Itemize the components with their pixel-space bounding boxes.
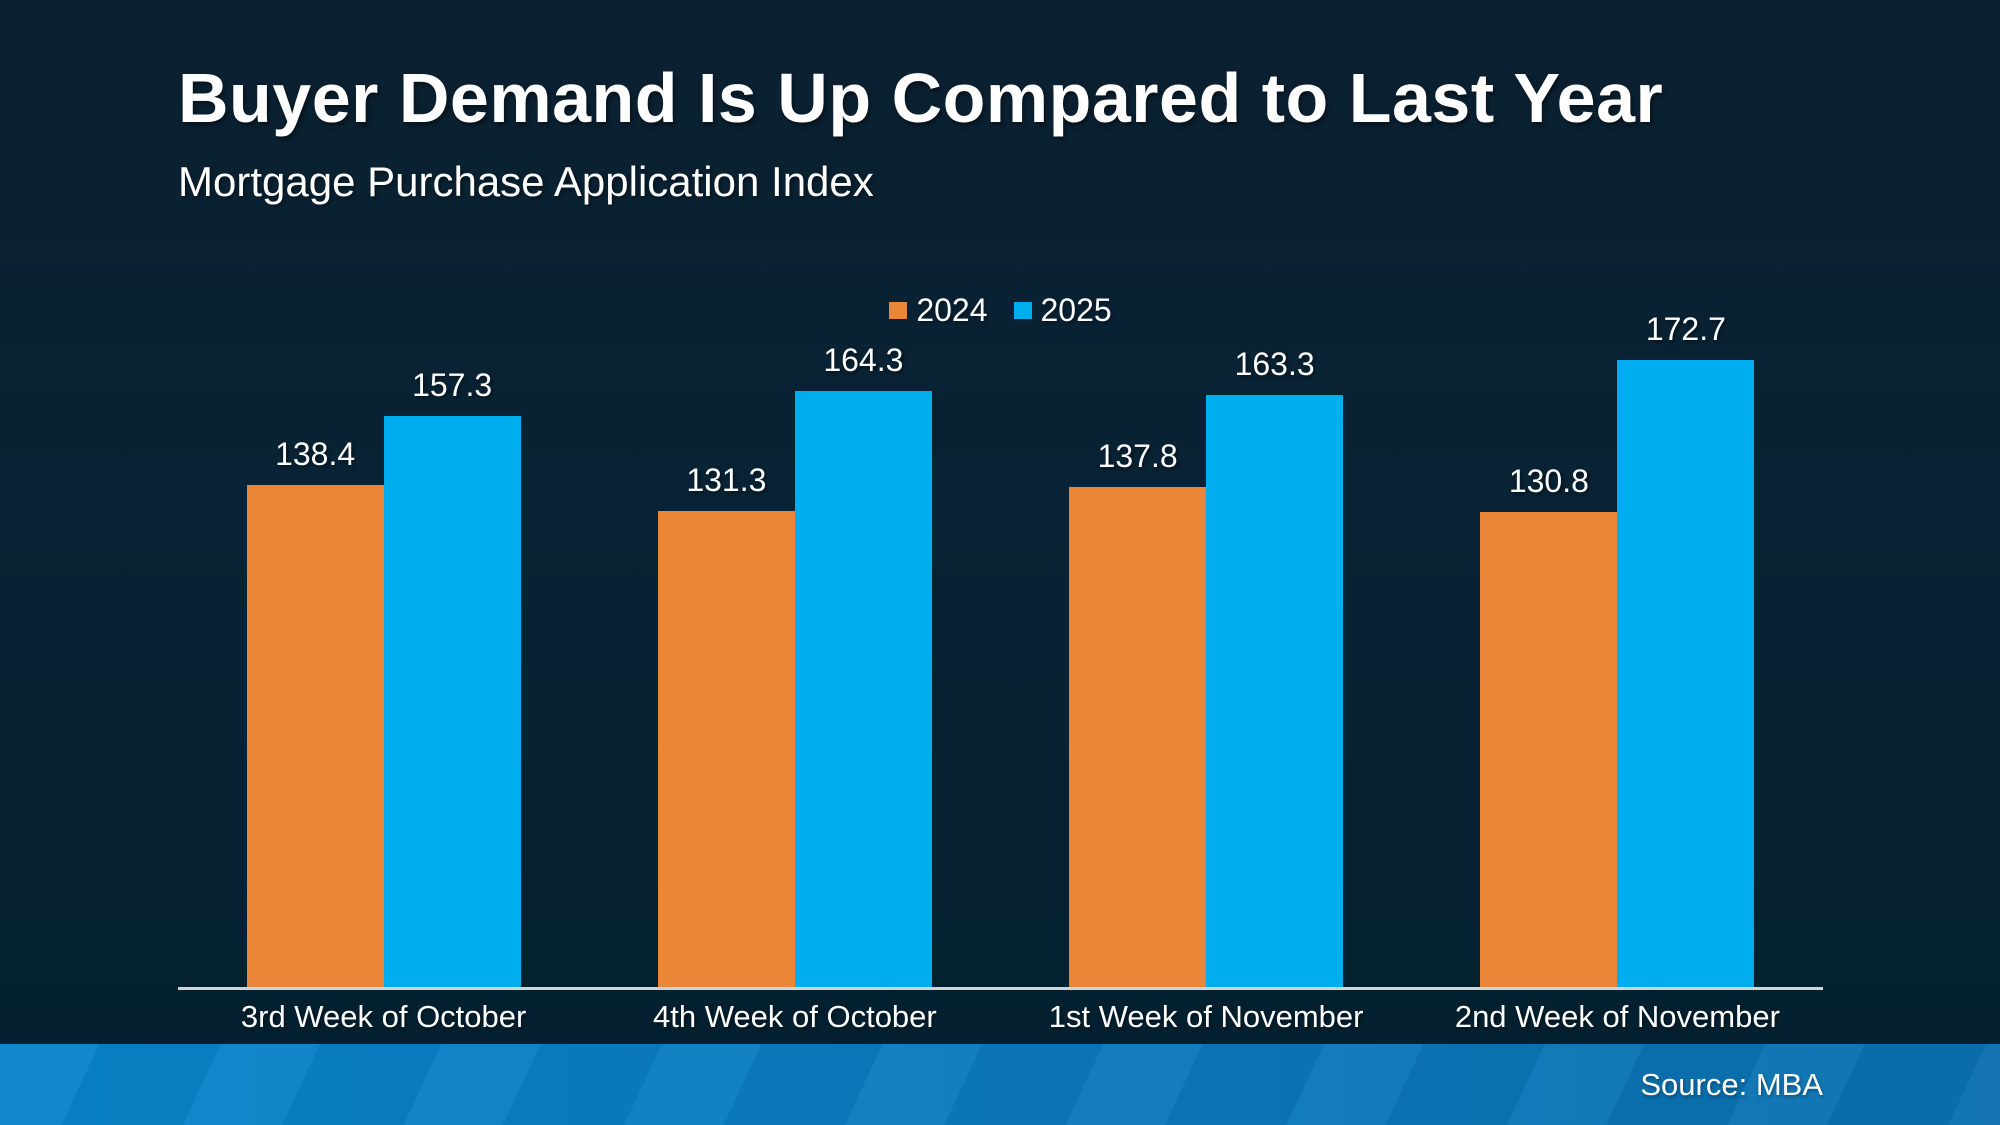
bar-column: 130.8 bbox=[1480, 334, 1618, 987]
bar-value-label: 137.8 bbox=[1097, 438, 1178, 474]
bar-2024 bbox=[246, 485, 384, 987]
plot-area: 138.4 157.3 131.3 164.3 137.8 163.3 130.8 172.7 bbox=[178, 311, 1823, 987]
legend-item-2025: 2025 bbox=[1013, 292, 1112, 329]
bar-column: 172.7 bbox=[1617, 311, 1755, 987]
legend-label: 2024 bbox=[916, 292, 988, 328]
bar-2025 bbox=[383, 416, 521, 987]
legend-swatch-2025 bbox=[1013, 302, 1032, 319]
x-axis-label: 3rd Week of October bbox=[240, 999, 527, 1034]
bar-column: 157.3 bbox=[383, 334, 521, 987]
x-axis-label: 1st Week of November bbox=[1048, 999, 1364, 1034]
bar-value-label: 130.8 bbox=[1508, 463, 1589, 499]
bar-2024 bbox=[1069, 487, 1207, 987]
bar-2025 bbox=[794, 391, 932, 987]
page-title: Buyer Demand Is Up Compared to Last Year bbox=[178, 59, 1664, 137]
x-axis-label: 2nd Week of November bbox=[1454, 999, 1780, 1034]
bar-column: 164.3 bbox=[794, 334, 932, 987]
bar-2025 bbox=[1206, 395, 1344, 987]
footer-band bbox=[0, 1044, 2000, 1125]
x-axis-label: 4th Week of October bbox=[653, 999, 937, 1034]
bar-value-label: 164.3 bbox=[823, 342, 904, 378]
bar-column: 131.3 bbox=[657, 334, 795, 987]
legend-item-2024: 2024 bbox=[889, 292, 988, 329]
bar-value-label: 172.7 bbox=[1645, 311, 1726, 347]
bar-column: 163.3 bbox=[1206, 334, 1344, 987]
bar-2024 bbox=[657, 511, 795, 987]
bar-value-label: 131.3 bbox=[686, 462, 767, 498]
bar-column: 138.4 bbox=[246, 334, 384, 987]
bar-group: 137.8 163.3 bbox=[1001, 334, 1412, 987]
legend-swatch-2024 bbox=[889, 302, 908, 319]
bar-2024 bbox=[1480, 512, 1618, 987]
x-axis-line bbox=[178, 987, 1823, 990]
x-axis-labels: 3rd Week of October 4th Week of October 1s… bbox=[178, 999, 1823, 1035]
bar-2025 bbox=[1617, 360, 1755, 987]
bar-value-label: 138.4 bbox=[275, 436, 356, 472]
source-label: Source: MBA bbox=[1640, 1066, 1823, 1102]
bar-group: 131.3 164.3 bbox=[589, 334, 1000, 987]
bar-value-label: 163.3 bbox=[1234, 346, 1315, 382]
legend: 2024 2025 bbox=[178, 292, 1823, 329]
bar-column: 137.8 bbox=[1069, 334, 1207, 987]
bar-value-label: 157.3 bbox=[412, 367, 493, 403]
page-subtitle: Mortgage Purchase Application Index bbox=[178, 158, 874, 205]
bar-group: 130.8 172.7 bbox=[1412, 311, 1823, 987]
legend-label: 2025 bbox=[1040, 292, 1112, 328]
bar-group: 138.4 157.3 bbox=[178, 334, 589, 987]
